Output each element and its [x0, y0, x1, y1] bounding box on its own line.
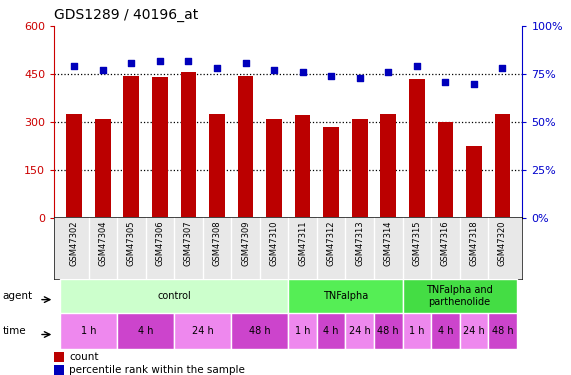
- Bar: [409, 79, 425, 218]
- Bar: [117, 313, 174, 349]
- Bar: [345, 313, 374, 349]
- Text: time: time: [3, 326, 26, 336]
- Bar: [288, 279, 403, 313]
- Bar: [352, 118, 368, 218]
- Bar: [380, 114, 396, 218]
- Text: GSM47305: GSM47305: [127, 220, 136, 266]
- Bar: [323, 127, 339, 218]
- Bar: [66, 114, 82, 218]
- Bar: [209, 114, 225, 218]
- Bar: [488, 313, 517, 349]
- Text: count: count: [69, 352, 98, 362]
- Text: GDS1289 / 40196_at: GDS1289 / 40196_at: [54, 9, 199, 22]
- Bar: [460, 313, 488, 349]
- Point: [270, 67, 279, 73]
- Bar: [54, 352, 64, 362]
- Text: GSM47308: GSM47308: [212, 220, 222, 266]
- Text: 48 h: 48 h: [492, 326, 513, 336]
- Bar: [437, 122, 453, 218]
- Text: GSM47318: GSM47318: [469, 220, 478, 266]
- Point: [469, 81, 478, 87]
- Bar: [60, 279, 288, 313]
- Text: GSM47311: GSM47311: [298, 220, 307, 266]
- Bar: [266, 118, 282, 218]
- Bar: [231, 313, 288, 349]
- Text: GSM47314: GSM47314: [384, 220, 393, 266]
- Point: [98, 67, 107, 73]
- Text: 1 h: 1 h: [409, 326, 425, 336]
- Point: [441, 79, 450, 85]
- Text: 24 h: 24 h: [463, 326, 485, 336]
- Text: GSM47316: GSM47316: [441, 220, 450, 266]
- Text: control: control: [157, 291, 191, 301]
- Text: 4 h: 4 h: [323, 326, 339, 336]
- Bar: [374, 313, 403, 349]
- Text: GSM47304: GSM47304: [98, 220, 107, 266]
- Text: agent: agent: [3, 291, 33, 301]
- Text: 4 h: 4 h: [437, 326, 453, 336]
- Text: 1 h: 1 h: [81, 326, 96, 336]
- Bar: [403, 313, 431, 349]
- Text: 24 h: 24 h: [349, 326, 371, 336]
- Point: [355, 75, 364, 81]
- Bar: [494, 114, 510, 218]
- Point: [298, 69, 307, 75]
- Text: 4 h: 4 h: [138, 326, 154, 336]
- Point: [412, 63, 421, 69]
- Bar: [95, 118, 111, 218]
- Point: [384, 69, 393, 75]
- Text: GSM47306: GSM47306: [155, 220, 164, 266]
- Point: [127, 60, 136, 66]
- Point: [70, 63, 79, 69]
- Text: 48 h: 48 h: [377, 326, 399, 336]
- Text: GSM47313: GSM47313: [355, 220, 364, 266]
- Bar: [60, 313, 117, 349]
- Text: GSM47320: GSM47320: [498, 220, 507, 266]
- Bar: [403, 279, 517, 313]
- Point: [327, 73, 336, 79]
- Point: [155, 58, 164, 64]
- Text: GSM47312: GSM47312: [327, 220, 336, 266]
- Point: [212, 65, 222, 71]
- Bar: [152, 77, 168, 218]
- Text: GSM47307: GSM47307: [184, 220, 193, 266]
- Bar: [317, 313, 345, 349]
- Text: 24 h: 24 h: [192, 326, 214, 336]
- Bar: [238, 76, 254, 217]
- Text: percentile rank within the sample: percentile rank within the sample: [69, 365, 245, 375]
- Bar: [180, 72, 196, 217]
- Text: TNFalpha: TNFalpha: [323, 291, 368, 301]
- Text: GSM47315: GSM47315: [412, 220, 421, 266]
- Point: [241, 60, 250, 66]
- Text: GSM47310: GSM47310: [270, 220, 279, 266]
- Text: GSM47309: GSM47309: [241, 220, 250, 266]
- Text: TNFalpha and
parthenolide: TNFalpha and parthenolide: [427, 285, 493, 307]
- Text: 1 h: 1 h: [295, 326, 311, 336]
- Bar: [54, 365, 64, 375]
- Bar: [466, 146, 482, 218]
- Bar: [288, 313, 317, 349]
- Bar: [295, 116, 311, 218]
- Bar: [123, 76, 139, 217]
- Point: [498, 65, 507, 71]
- Bar: [174, 313, 231, 349]
- Point: [184, 58, 193, 64]
- Text: 48 h: 48 h: [249, 326, 271, 336]
- Bar: [431, 313, 460, 349]
- Text: GSM47302: GSM47302: [70, 220, 79, 266]
